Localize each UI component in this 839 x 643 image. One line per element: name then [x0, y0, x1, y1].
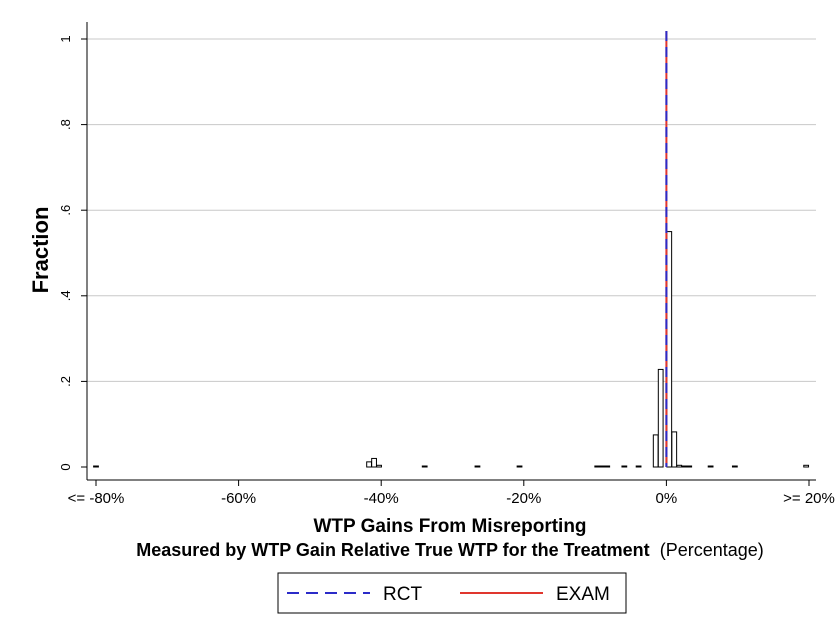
- legend-rct-label: RCT: [383, 584, 422, 605]
- histogram-bars: [93, 231, 810, 468]
- histogram-bar: [707, 465, 714, 468]
- x-axis-label-line2-bold: Measured by WTP Gain Relative True WTP f…: [136, 540, 649, 560]
- y-tick-label: 1: [58, 35, 73, 42]
- x-tick-label: -40%: [364, 490, 399, 507]
- y-tick-label: 0: [58, 463, 73, 470]
- x-tick-label: <= -80%: [68, 490, 125, 507]
- y-ticks: 0 .2 .4 .6 .8 1: [58, 35, 87, 471]
- x-axis-label-line2: Measured by WTP Gain Relative True WTP f…: [136, 540, 764, 560]
- legend-exam-label: EXAM: [556, 584, 610, 605]
- histogram-bar: [671, 431, 678, 468]
- x-tick-label: >= 20%: [783, 490, 835, 507]
- y-axis-label: Fraction: [28, 207, 53, 294]
- axes: [86, 22, 816, 481]
- histogram-bar: [686, 465, 693, 468]
- histogram-bar: [657, 368, 664, 468]
- histogram-bar: [666, 231, 673, 468]
- histogram-bar: [371, 457, 377, 468]
- histogram-bar: [621, 465, 628, 468]
- histogram-bar: [604, 465, 611, 468]
- histogram-bar: [652, 434, 659, 468]
- histogram-bar: [681, 465, 688, 468]
- x-axis-label-line1: WTP Gains From Misreporting: [313, 516, 586, 537]
- grid-lines: [87, 38, 816, 382]
- histogram-bar: [516, 465, 523, 468]
- histogram-bar: [421, 465, 428, 468]
- y-tick-label: .8: [58, 119, 73, 130]
- y-tick-label: .2: [58, 376, 73, 387]
- histogram-bar: [635, 465, 642, 468]
- x-tick-label: -60%: [221, 490, 256, 507]
- histogram-bar: [93, 465, 99, 468]
- y-tick-label: .6: [58, 205, 73, 216]
- histogram-bar: [803, 464, 810, 468]
- histogram-bar: [731, 465, 738, 468]
- histogram-bar: [474, 465, 481, 468]
- y-tick-label: .4: [58, 290, 73, 301]
- histogram-bar: [676, 464, 683, 468]
- histogram-bar: [376, 464, 382, 468]
- x-ticks: <= -80% -60% -40% -20% 0% >= 20%: [68, 480, 835, 507]
- histogram-bar: [366, 461, 372, 468]
- x-axis-label-line2-plain: (Percentage): [660, 540, 764, 560]
- histogram-bar: [599, 465, 606, 468]
- legend: RCT EXAM: [277, 572, 627, 614]
- histogram-bar: [594, 465, 601, 468]
- x-tick-label: 0%: [656, 490, 678, 507]
- x-tick-label: -20%: [506, 490, 541, 507]
